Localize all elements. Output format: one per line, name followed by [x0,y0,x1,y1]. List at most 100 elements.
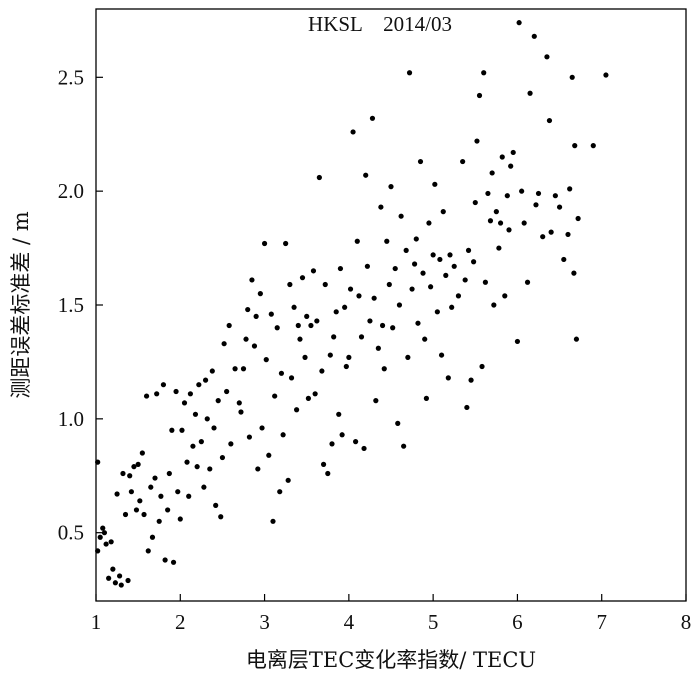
data-point [447,252,453,258]
data-point [179,427,185,433]
y-tick-label: 2.5 [58,65,84,89]
data-point [137,498,143,504]
x-tick-label: 2 [175,610,186,634]
y-tick-label: 2.0 [58,179,84,203]
data-point [240,366,247,372]
data-point [139,450,145,456]
data-point [333,309,339,315]
data-point [272,393,278,399]
data-point [133,507,140,513]
data-point [379,322,386,329]
data-point [527,90,533,96]
data-point [406,70,413,76]
data-point [499,154,505,160]
data-point [540,234,546,240]
tick-labels: 1 2 3 4 5 6 7 8 0.5 1.0 1.5 2.0 2.5 [58,65,692,634]
data-point [148,484,154,490]
data-point [508,163,514,169]
data-point [369,115,376,121]
data-point [299,275,306,281]
data-point [302,354,308,360]
data-point [353,439,359,445]
data-point [215,398,221,404]
y-axis-title: 测距误差标准差 / m [9,211,33,398]
data-point [283,240,289,247]
data-point [204,416,210,422]
data-point [533,202,539,208]
data-point [245,306,251,313]
data-point [201,484,207,490]
data-point [186,493,192,499]
data-point [535,190,542,197]
data-point [308,322,314,329]
data-point [395,420,401,426]
data-point [386,281,392,288]
data-point [413,236,419,242]
data-point [437,256,443,263]
plot-frame [95,8,687,602]
data-point [162,557,168,563]
data-point [548,229,554,235]
data-point [364,263,370,269]
data-point [336,411,342,417]
data-point [426,220,432,226]
data-point [567,186,573,192]
data-point [181,400,188,406]
data-point [575,215,581,222]
data-point [251,343,258,349]
data-point [131,464,137,470]
data-point [373,398,379,404]
data-point [510,149,516,156]
data-point [108,539,114,545]
data-point [253,313,259,319]
data-point [571,270,577,276]
data-point [449,304,455,310]
data-point [384,238,390,244]
data-point [474,138,480,144]
data-point [514,338,521,345]
data-point [491,302,497,308]
data-point [405,354,411,360]
data-point [481,70,487,76]
data-point [472,199,478,206]
y-tick-label: 1.5 [58,293,84,317]
chart-title: HKSL 2014/03 [308,12,452,36]
data-point [261,240,268,247]
data-point [294,407,300,413]
data-point [175,489,181,495]
data-point [160,382,167,388]
data-point [502,293,508,299]
data-point [125,577,131,584]
data-point [361,445,367,452]
data-point [154,391,160,397]
data-point [127,473,133,479]
data-point [316,174,322,181]
data-point [238,409,244,415]
data-point [487,218,494,224]
data-point [322,281,328,288]
data-point [291,304,297,310]
data-point [506,227,512,233]
data-point [173,388,179,395]
data-point [145,548,151,554]
x-tick-label: 5 [428,610,439,634]
data-point [128,489,134,495]
data-point [325,470,331,477]
data-point [524,279,531,285]
data-point [482,279,488,285]
data-point [118,582,124,588]
data-point [521,220,527,226]
data-point [170,559,177,565]
data-point [356,293,362,299]
data-point [350,129,356,135]
data-point [156,518,162,524]
data-point [166,470,172,477]
data-point [152,475,158,481]
x-tick-label: 4 [344,610,355,634]
data-point [403,247,409,253]
data-point [213,502,219,508]
data-point [381,366,387,372]
data-point [280,432,286,438]
data-point [460,158,466,165]
data-point [434,309,440,315]
